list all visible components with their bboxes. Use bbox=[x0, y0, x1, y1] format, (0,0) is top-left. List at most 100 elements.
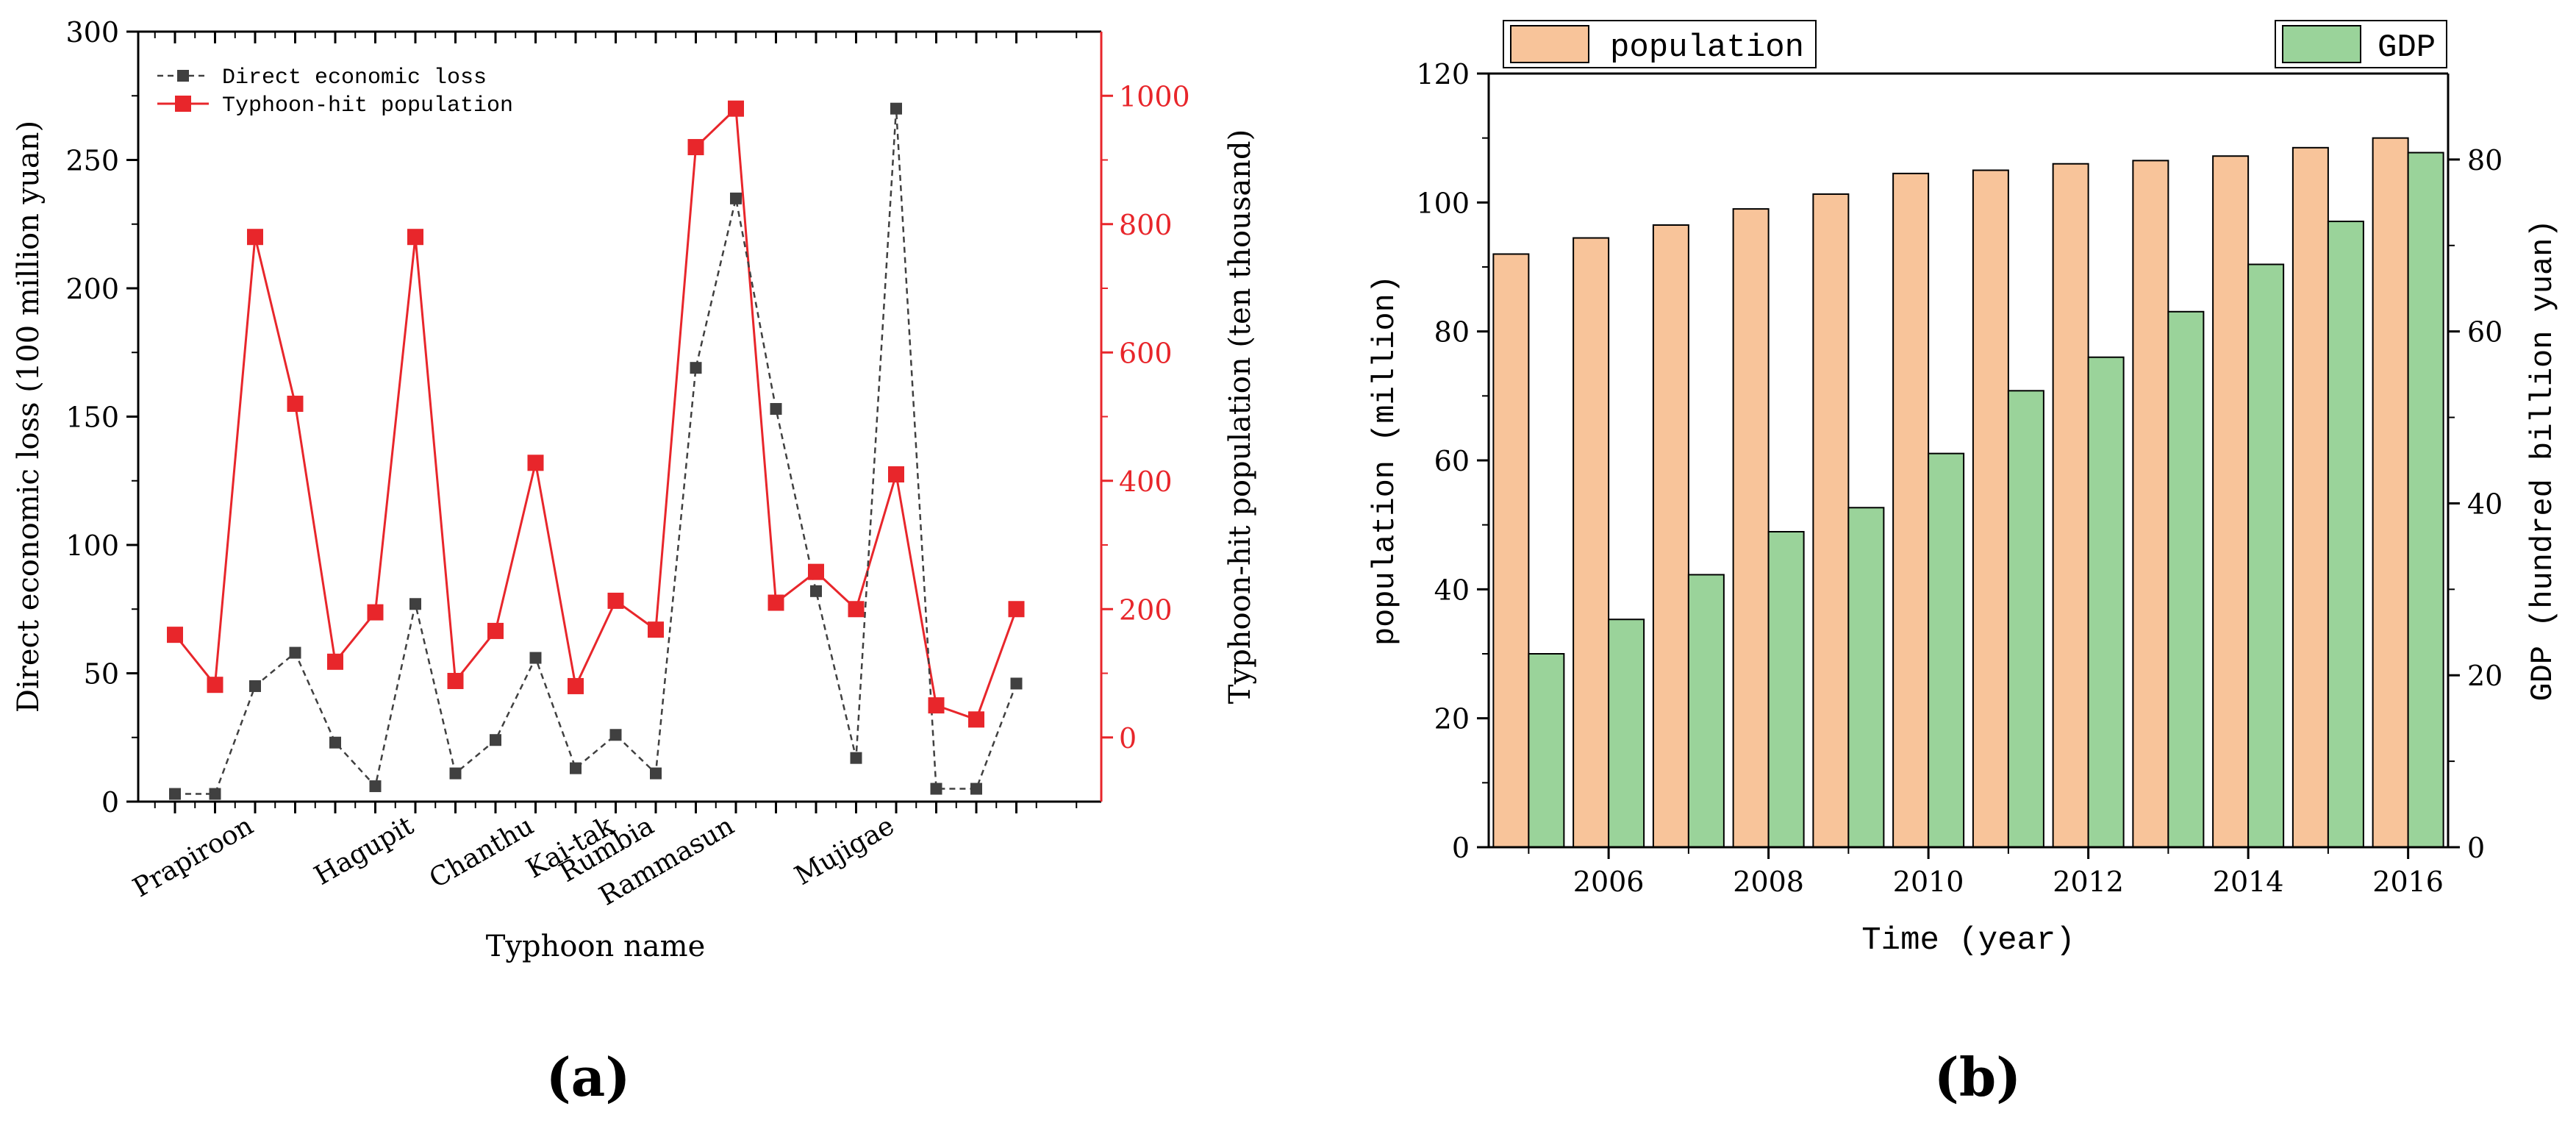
economic-loss-point bbox=[730, 192, 742, 204]
economic-loss-point bbox=[369, 780, 382, 793]
population-point bbox=[848, 601, 865, 618]
population-point bbox=[327, 653, 343, 670]
x-tick-label: Chanthu bbox=[424, 810, 539, 894]
economic-loss-point bbox=[1010, 677, 1023, 690]
gdp-bar bbox=[2007, 390, 2044, 848]
right-y-axis-title: Typhoon-hit population (ten thousand) bbox=[1223, 129, 1257, 704]
population-point bbox=[367, 604, 384, 621]
gdp-bar bbox=[1847, 507, 1885, 848]
right-y-tick-label: 80 bbox=[2467, 144, 2502, 177]
population-point bbox=[888, 466, 904, 483]
economic-loss-point bbox=[169, 788, 181, 800]
right-y-tick-label: 0 bbox=[1119, 722, 1137, 755]
right-y-tick-label: 20 bbox=[2467, 660, 2502, 692]
population-point bbox=[808, 563, 824, 580]
right-y-tick-label: 400 bbox=[1119, 466, 1173, 498]
panel-a-line-chart: 0 50 100 150 200 250 300 0 200 400 600 800 1000 Prapi… bbox=[12, 16, 1257, 963]
x-tick-label: 2006 bbox=[1573, 866, 1645, 898]
population-bar bbox=[1892, 172, 1930, 848]
population-point bbox=[968, 711, 984, 728]
panel-a-label: (a) bbox=[546, 1046, 631, 1108]
economic-loss-point bbox=[930, 782, 942, 795]
left-y-axis-title: population (million) bbox=[1367, 275, 1403, 646]
x-axis-title: Typhoon name bbox=[486, 930, 706, 963]
legend-population-marker bbox=[175, 96, 191, 112]
right-y-tick-label: 200 bbox=[1119, 593, 1173, 626]
population-bar bbox=[2052, 163, 2089, 848]
population-point bbox=[207, 677, 223, 694]
legend-loss-marker bbox=[177, 70, 189, 82]
x-axis-title: Time (year) bbox=[1861, 922, 2075, 959]
gdp-bar bbox=[1767, 531, 1805, 848]
population-point bbox=[287, 396, 304, 413]
economic-loss-point bbox=[609, 729, 622, 741]
population-point bbox=[247, 229, 263, 246]
panel-b-bar-chart: 2006 2008 2010 2012 2014 2016 0 20 40 60 80 100 120 0… bbox=[1367, 20, 2561, 959]
economic-loss-point bbox=[409, 598, 421, 610]
left-y-tick-label: 150 bbox=[65, 402, 119, 434]
gdp-bar bbox=[1687, 574, 1725, 848]
legend-gdp-label: GDP bbox=[2378, 29, 2436, 66]
population-point bbox=[407, 229, 423, 246]
right-y-tick-label: 600 bbox=[1119, 337, 1173, 369]
legend-population-label: Typhoon-hit population bbox=[222, 93, 513, 118]
legend-gdp-swatch bbox=[2282, 25, 2361, 63]
left-y-axis-title: Direct economic loss (100 million yuan) bbox=[12, 121, 46, 713]
right-y-tick-label: 60 bbox=[2467, 316, 2502, 349]
right-y-tick-label: 40 bbox=[2467, 488, 2502, 520]
left-y-tick-label: 0 bbox=[101, 786, 119, 819]
population-point bbox=[527, 454, 544, 471]
right-y-tick-label: 800 bbox=[1119, 209, 1173, 241]
economic-loss-point bbox=[890, 102, 902, 115]
population-bar bbox=[1573, 237, 1610, 848]
left-y-tick-label: 120 bbox=[1416, 58, 1470, 90]
population-point bbox=[447, 672, 464, 689]
right-y-tick-label: 0 bbox=[2467, 832, 2485, 864]
legend-population-label: population bbox=[1610, 29, 1804, 66]
economic-loss-point bbox=[249, 680, 261, 692]
left-y-tick-label: 60 bbox=[1434, 445, 1470, 477]
population-point bbox=[928, 697, 945, 714]
left-y-tick-label: 20 bbox=[1434, 703, 1470, 735]
economic-loss-point bbox=[329, 736, 341, 749]
left-y-tick-label: 40 bbox=[1434, 574, 1470, 606]
gdp-bar bbox=[2087, 356, 2125, 848]
right-y-axis-title: GDP (hundred billion yuan) bbox=[2525, 219, 2561, 701]
left-y-tick-label: 200 bbox=[65, 273, 119, 305]
economic-loss-point bbox=[209, 788, 221, 800]
population-bar bbox=[1652, 224, 1689, 848]
population-bar bbox=[2132, 160, 2169, 849]
population-bar bbox=[1812, 193, 1850, 849]
economic-loss-point bbox=[490, 734, 501, 746]
population-point bbox=[728, 100, 744, 117]
population-point bbox=[568, 677, 584, 694]
population-point bbox=[607, 592, 624, 609]
economic-loss-line bbox=[175, 108, 1017, 795]
population-line bbox=[173, 106, 1017, 721]
x-tick-label: 2010 bbox=[1893, 866, 1964, 898]
x-tick-label: Hagupit bbox=[310, 810, 419, 891]
left-y-tick-label: 300 bbox=[65, 16, 119, 49]
left-y-tick-label: 80 bbox=[1434, 316, 1470, 349]
gdp-bar bbox=[1928, 452, 1965, 848]
economic-loss-point bbox=[529, 652, 542, 664]
population-bar bbox=[2291, 146, 2329, 849]
population-bar bbox=[2372, 137, 2409, 848]
gdp-bar bbox=[2327, 221, 2364, 848]
economic-loss-point bbox=[970, 782, 982, 795]
left-y-tick-label: 250 bbox=[65, 145, 119, 177]
gdp-bar bbox=[1608, 618, 1645, 848]
gdp-bar bbox=[2407, 151, 2444, 848]
x-tick-label: 2014 bbox=[2213, 866, 2284, 898]
gdp-bar bbox=[2167, 310, 2205, 848]
economic-loss-point bbox=[650, 767, 662, 780]
population-bar bbox=[1732, 208, 1770, 849]
legend-loss-label: Direct economic loss bbox=[222, 65, 487, 90]
left-y-tick-label: 0 bbox=[1452, 832, 1470, 864]
economic-loss-point bbox=[449, 767, 462, 780]
x-tick-label: Prapiroon bbox=[128, 810, 258, 903]
economic-loss-point bbox=[810, 585, 822, 597]
population-bar bbox=[1492, 253, 1530, 848]
population-point bbox=[687, 139, 704, 156]
population-point bbox=[648, 621, 664, 638]
